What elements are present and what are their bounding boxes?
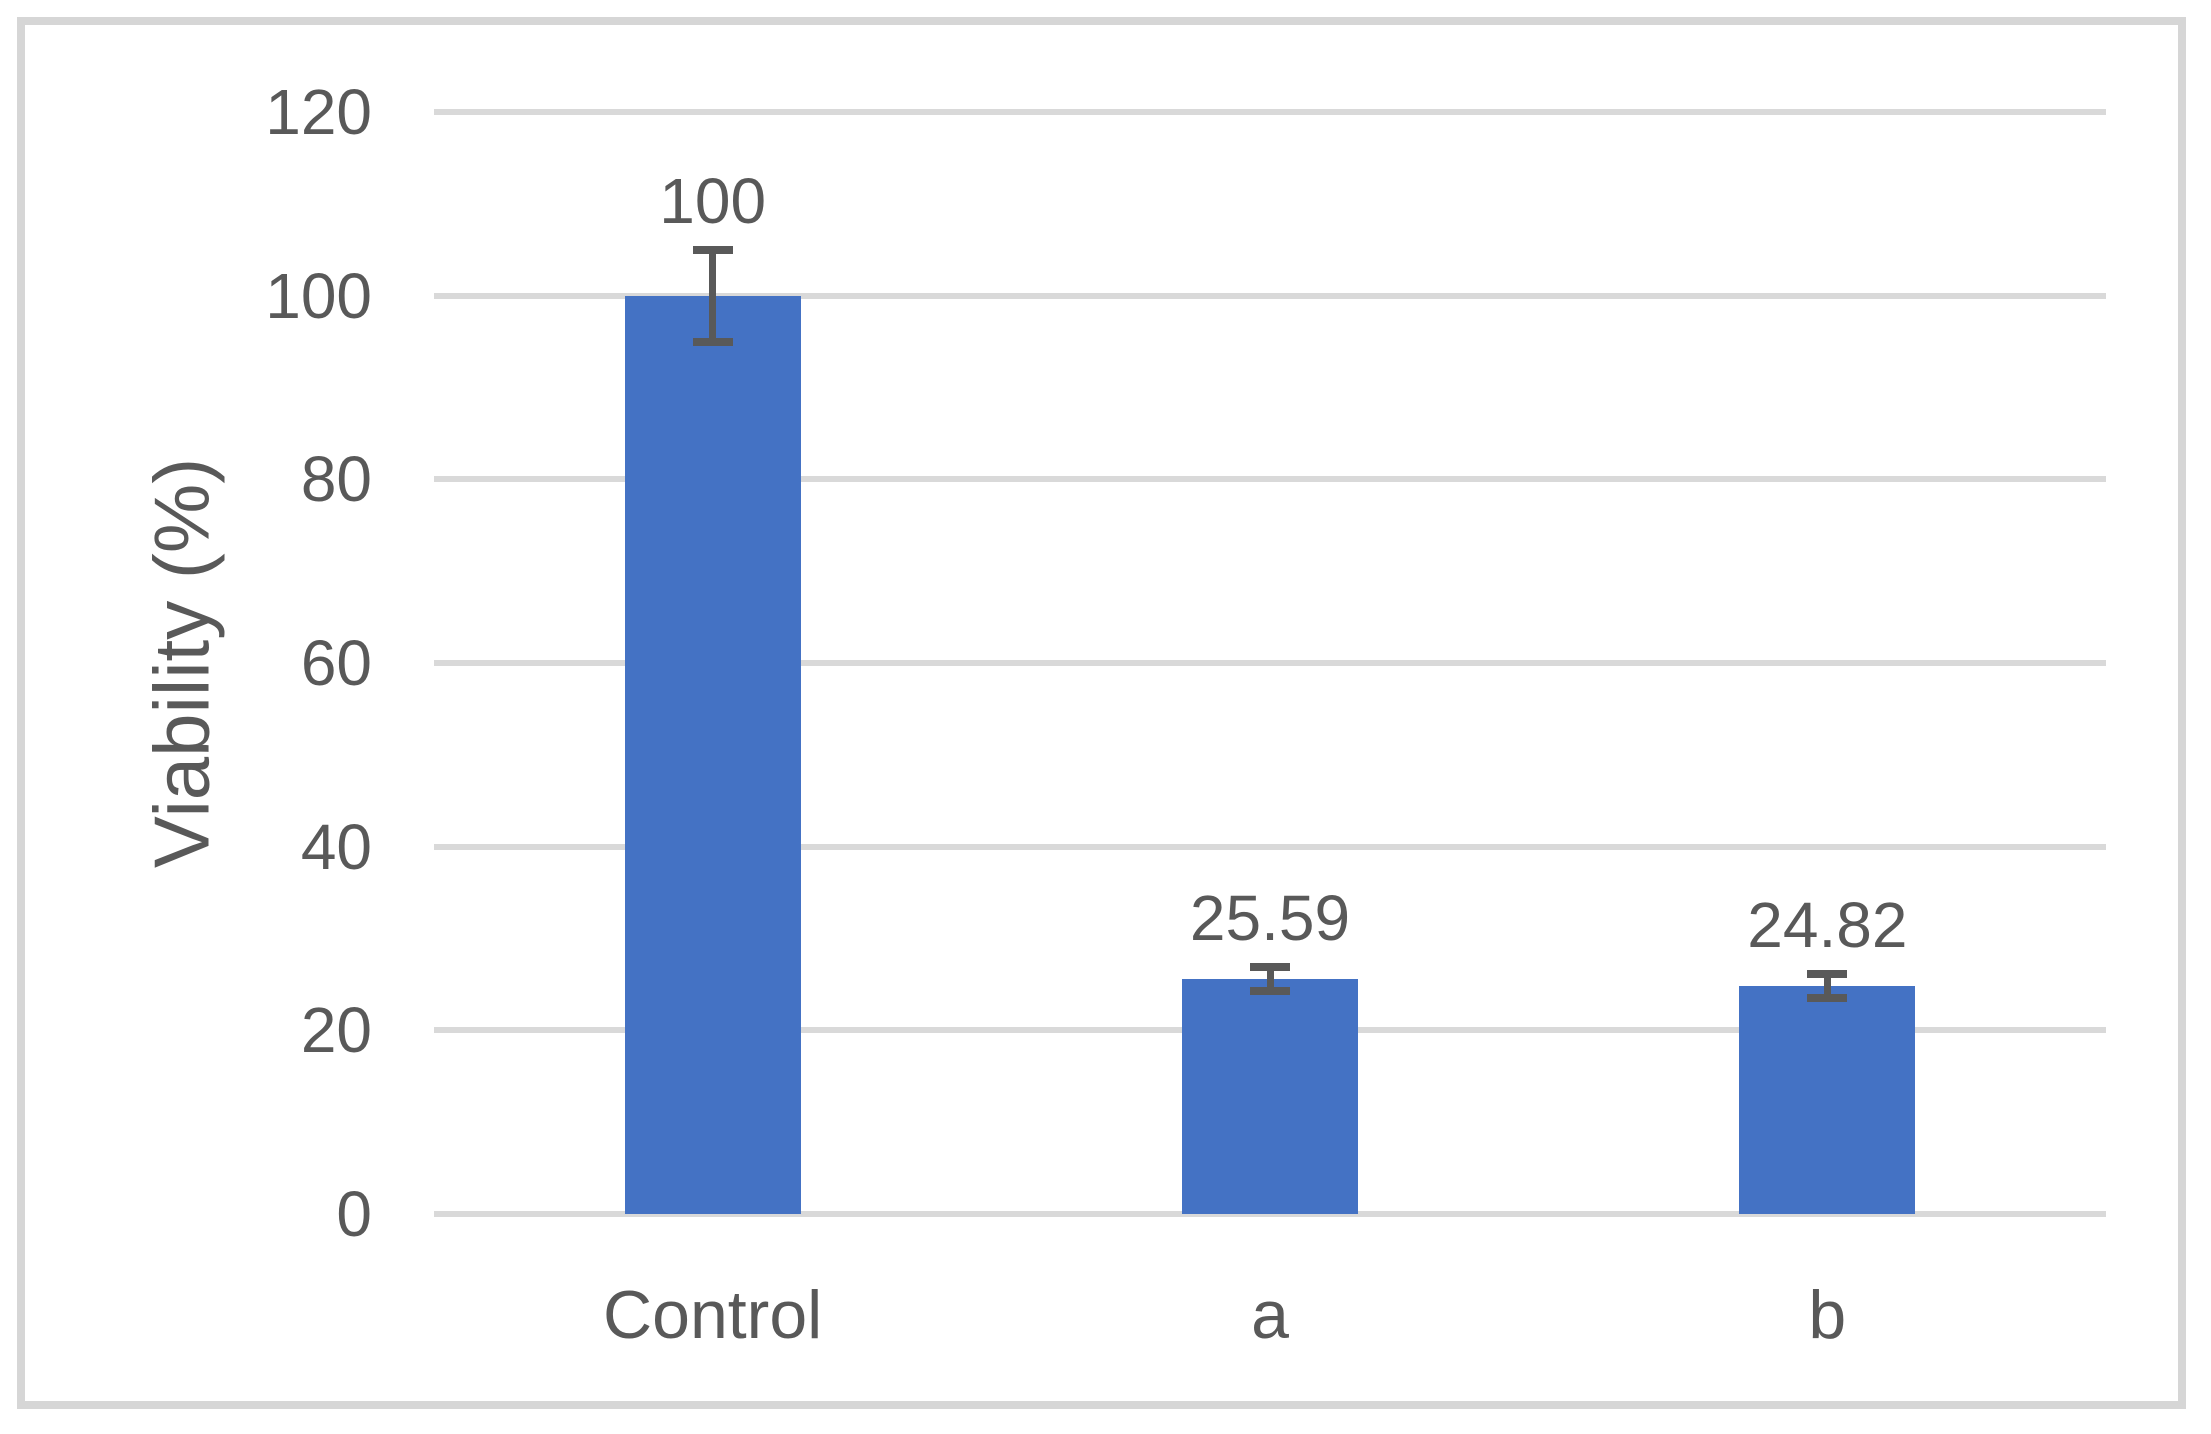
y-axis-tick-label: 20	[300, 994, 372, 1067]
gridline-y-60	[434, 660, 2106, 666]
error-bar-line	[709, 249, 717, 342]
y-axis-tick-label: 100	[265, 259, 372, 332]
error-bar-line	[1266, 967, 1274, 991]
x-axis-label-b: b	[1808, 1277, 1847, 1353]
y-axis-tick-label: 40	[300, 810, 372, 883]
gridline-y-120	[434, 109, 2106, 115]
y-axis-tick-label: 80	[300, 443, 372, 516]
data-label-control: 100	[659, 164, 767, 237]
x-axis-label-control: Control	[603, 1277, 823, 1353]
error-bar-cap-top	[1250, 963, 1290, 972]
gridline-y-80	[434, 476, 2106, 483]
y-axis-tick-label: 0	[336, 1178, 372, 1250]
error-bar-line	[1823, 974, 1831, 998]
bar-b	[1739, 986, 1916, 1214]
data-label-b: 24.82	[1747, 889, 1908, 962]
gridline-y-40	[434, 843, 2106, 850]
error-bar-cap-bottom	[1807, 994, 1848, 1002]
error-bar-cap-bottom	[1250, 986, 1290, 995]
x-axis-label-a: a	[1251, 1277, 1289, 1353]
error-bar-cap-top	[692, 245, 733, 254]
data-label-a: 25.59	[1189, 882, 1351, 955]
y-axis-tick-label: 60	[300, 627, 372, 699]
y-axis-tick-label: 120	[265, 76, 372, 148]
error-bar-cap-bottom	[692, 337, 733, 346]
chart-outer-border	[17, 17, 2186, 1409]
bar-a	[1182, 978, 1358, 1214]
gridline-y-0	[434, 1211, 2106, 1217]
error-bar-cap-top	[1807, 970, 1848, 979]
bar-control	[624, 295, 801, 1214]
gridline-y-100	[434, 292, 2106, 299]
